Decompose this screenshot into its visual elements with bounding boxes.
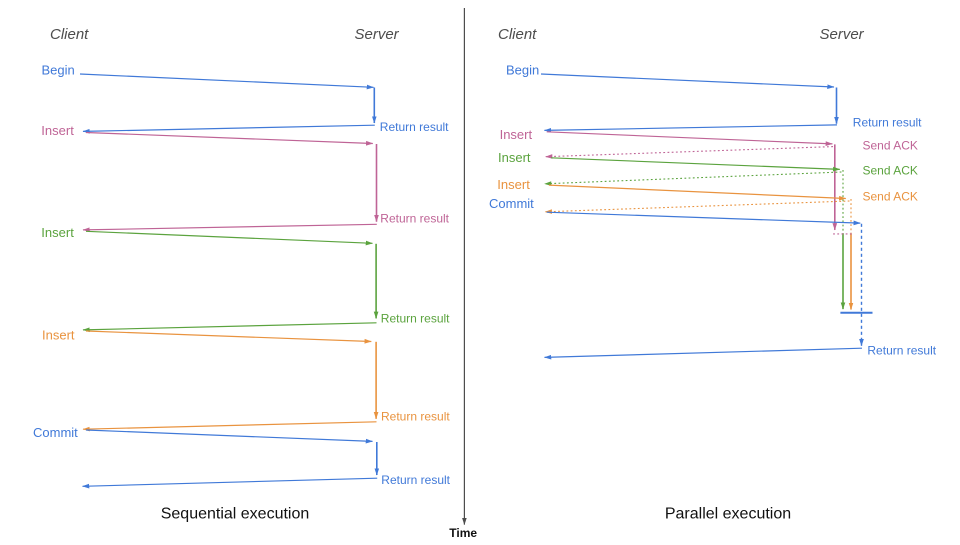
svg-text:Sequential execution: Sequential execution xyxy=(161,506,310,523)
svg-text:Return result: Return result xyxy=(853,115,922,129)
svg-text:Send ACK: Send ACK xyxy=(863,164,918,178)
svg-text:Return result: Return result xyxy=(381,410,450,424)
svg-text:Server: Server xyxy=(355,26,400,43)
svg-text:Client: Client xyxy=(50,26,89,43)
svg-text:Insert: Insert xyxy=(500,127,533,142)
svg-text:Insert: Insert xyxy=(497,177,530,192)
svg-text:Insert: Insert xyxy=(42,328,75,343)
svg-text:Insert: Insert xyxy=(41,123,74,138)
svg-text:Insert: Insert xyxy=(498,150,531,165)
svg-text:Send ACK: Send ACK xyxy=(863,190,918,204)
svg-text:Insert: Insert xyxy=(41,225,74,240)
svg-text:Server: Server xyxy=(820,26,865,43)
svg-text:Begin: Begin xyxy=(42,63,75,78)
svg-text:Return result: Return result xyxy=(381,473,450,487)
svg-text:Begin: Begin xyxy=(506,63,539,78)
svg-text:Return result: Return result xyxy=(380,212,449,226)
svg-text:Return result: Return result xyxy=(867,344,936,358)
svg-text:Return result: Return result xyxy=(380,120,449,134)
svg-text:Time: Time xyxy=(449,526,477,540)
svg-text:Return result: Return result xyxy=(381,312,450,326)
svg-text:Parallel execution: Parallel execution xyxy=(665,506,791,523)
svg-text:Commit: Commit xyxy=(489,196,534,211)
svg-text:Client: Client xyxy=(498,26,537,43)
svg-text:Commit: Commit xyxy=(33,425,78,440)
svg-text:Send ACK: Send ACK xyxy=(863,139,918,153)
